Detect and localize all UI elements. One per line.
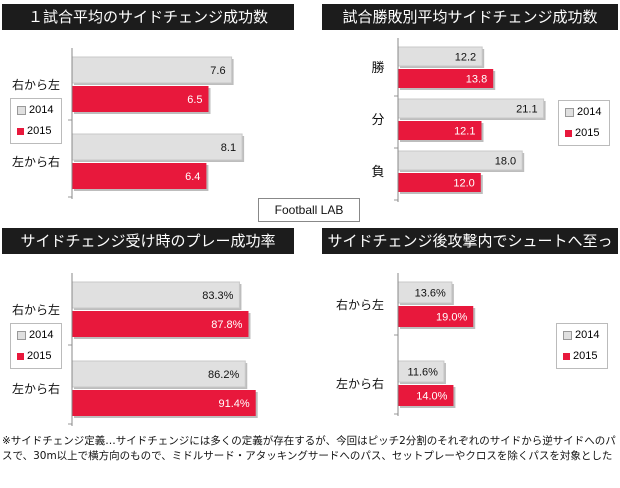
legend-chart2: 2014 2015 bbox=[558, 100, 610, 146]
legend-swatch-2014 bbox=[563, 330, 572, 340]
category-label: 負 bbox=[371, 165, 384, 180]
legend-label-2014: 2014 bbox=[575, 329, 600, 341]
legend-swatch-2015 bbox=[17, 127, 24, 135]
legend-label-2015: 2015 bbox=[573, 350, 598, 362]
category-label: 左から右 bbox=[12, 381, 60, 396]
bar-2015 bbox=[72, 390, 256, 416]
data-label: 6.5 bbox=[187, 94, 202, 106]
legend-chart4: 2014 2015 bbox=[556, 323, 608, 369]
bar-2015 bbox=[398, 121, 482, 140]
chart2-title: 試合勝敗別平均サイドチェンジ成功数 bbox=[322, 4, 618, 30]
bar-2014 bbox=[71, 360, 246, 388]
bar-2015 bbox=[72, 163, 207, 189]
legend-label-2015: 2015 bbox=[27, 350, 52, 362]
data-label: 8.1 bbox=[221, 142, 236, 154]
category-label: 左から右 bbox=[336, 376, 384, 391]
football-lab-logo: Football LAB bbox=[258, 198, 360, 222]
legend-chart1: 2014 2015 bbox=[10, 98, 62, 144]
bar-2015 bbox=[398, 173, 481, 192]
category-label: 右から左 bbox=[12, 302, 60, 317]
category-label: 右から左 bbox=[12, 77, 60, 92]
bar-2015 bbox=[72, 311, 249, 337]
data-label: 13.8 bbox=[466, 74, 487, 86]
bar-2015 bbox=[72, 86, 209, 112]
category-label: 右から左 bbox=[336, 297, 384, 312]
data-label: 6.4 bbox=[185, 171, 200, 183]
legend-label-2014: 2014 bbox=[577, 106, 602, 118]
bar-2014 bbox=[71, 133, 243, 161]
data-label: 7.6 bbox=[210, 65, 225, 77]
chart3-title: サイドチェンジ受け時のプレー成功率 bbox=[2, 228, 294, 254]
category-label: 分 bbox=[371, 113, 384, 128]
data-label: 87.8% bbox=[211, 319, 242, 331]
footnote: ※サイドチェンジ定義…サイドチェンジには多くの定義が存在するが、今回はピッチ2分… bbox=[2, 435, 616, 462]
legend-chart3: 2014 2015 bbox=[10, 323, 62, 369]
legend-swatch-2014 bbox=[17, 330, 26, 340]
legend-label-2014: 2014 bbox=[29, 104, 54, 116]
data-label: 12.0 bbox=[453, 178, 474, 190]
bar-2015 bbox=[398, 69, 494, 88]
legend-swatch-2015 bbox=[565, 129, 572, 137]
data-label: 13.6% bbox=[415, 288, 446, 300]
legend-label-2015: 2015 bbox=[27, 125, 52, 137]
data-label: 19.0% bbox=[436, 312, 467, 324]
bar-2015 bbox=[398, 385, 454, 406]
data-label: 12.2 bbox=[455, 52, 476, 64]
legend-label-2014: 2014 bbox=[29, 329, 54, 341]
legend-swatch-2014 bbox=[17, 105, 26, 115]
data-label: 12.1 bbox=[454, 126, 475, 138]
chart4-title: サイドチェンジ後攻撃内でシュートへ至った割合 bbox=[322, 228, 618, 276]
bar-2014 bbox=[71, 281, 240, 309]
bar-2014 bbox=[71, 56, 233, 84]
data-label: 91.4% bbox=[219, 398, 250, 410]
data-label: 86.2% bbox=[208, 369, 239, 381]
legend-label-2015: 2015 bbox=[575, 127, 600, 139]
data-label: 83.3% bbox=[202, 290, 233, 302]
data-label: 14.0% bbox=[416, 391, 447, 403]
legend-swatch-2014 bbox=[565, 107, 574, 117]
data-label: 21.1 bbox=[516, 104, 537, 116]
bar-2015 bbox=[398, 306, 474, 327]
category-label: 勝 bbox=[371, 61, 384, 76]
category-label: 左から右 bbox=[12, 154, 60, 169]
chart1-title: １試合平均のサイドチェンジ成功数 bbox=[2, 4, 294, 30]
legend-swatch-2015 bbox=[563, 352, 570, 360]
data-label: 11.6% bbox=[408, 367, 439, 379]
legend-swatch-2015 bbox=[17, 352, 24, 360]
data-label: 18.0 bbox=[495, 156, 516, 168]
